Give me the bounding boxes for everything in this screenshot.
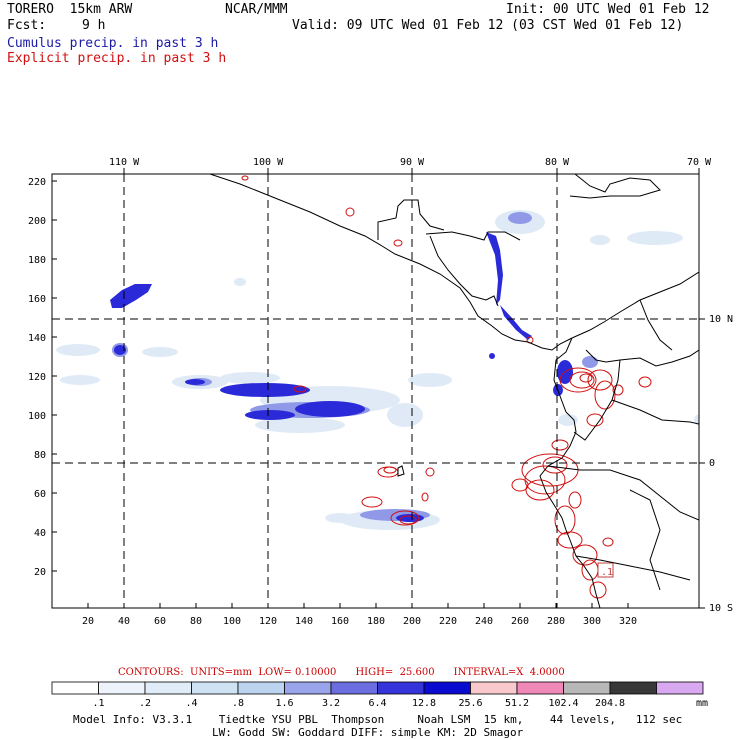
station-box-label: .1 — [601, 567, 613, 578]
x-tick-label: 240 — [475, 616, 493, 627]
y-tick-label: 40 — [34, 528, 46, 539]
x-tick-label: 200 — [403, 616, 421, 627]
y-tick-label: 160 — [28, 294, 46, 305]
x-tick-label: 280 — [547, 616, 565, 627]
x-tick-label: 300 — [583, 616, 601, 627]
y-tick-label: 20 — [34, 567, 46, 578]
lat-label-10n: 10 N — [709, 314, 733, 325]
forecast-label: Fcst: — [7, 18, 47, 33]
colorbar-label: .8 — [232, 698, 244, 709]
init-time: Init: 00 UTC Wed 01 Feb 12 — [506, 2, 710, 17]
colorbar-label: 51.2 — [505, 698, 529, 709]
colorbar-swatch — [237, 681, 285, 695]
colorbar-label: 102.4 — [548, 698, 578, 709]
x-tick-label: 260 — [511, 616, 529, 627]
cumulus-field-title: Cumulus precip. in past 3 h — [7, 36, 219, 51]
colorbar-swatch — [98, 681, 146, 695]
colorbar-swatch — [609, 681, 657, 695]
model-info-line1: Model Info: V3.3.1 Tiedtke YSU PBL Thomp… — [73, 713, 683, 726]
colorbar-swatch — [51, 681, 99, 695]
lon-label-100w: 100 W — [253, 157, 284, 168]
y-tick-label: 180 — [28, 255, 46, 266]
colorbar-label: 25.6 — [458, 698, 482, 709]
y-tick-label: 140 — [28, 333, 46, 344]
precip-shading — [56, 174, 699, 608]
forecast-hours: 9 h — [82, 18, 106, 33]
model-info-line2: LW: Godd SW: Goddard DIFF: simple KM: 2D… — [212, 726, 524, 739]
x-tick-label: 320 — [619, 616, 637, 627]
x-tick-label: 160 — [331, 616, 349, 627]
colorbar-swatch — [144, 681, 192, 695]
lat-label-10s: 10 S — [709, 603, 733, 614]
colorbar-label: 12.8 — [412, 698, 436, 709]
colorbar-label: 204.8 — [595, 698, 625, 709]
colorbar-swatch — [377, 681, 425, 695]
y-tick-label: 60 — [34, 489, 46, 500]
x-tick-label: 220 — [439, 616, 457, 627]
x-tick-label: 20 — [82, 616, 94, 627]
lon-label-110w: 110 W — [109, 157, 140, 168]
station-box — [597, 562, 614, 578]
x-tick-label: 100 — [223, 616, 241, 627]
lon-label-70w: 70 W — [687, 157, 712, 168]
colorbar-label: .1 — [92, 698, 104, 709]
x-tick-label: 60 — [154, 616, 166, 627]
colorbar-unit: mm — [696, 698, 708, 709]
x-tick-label: 140 — [295, 616, 313, 627]
colorbar: .1 .2 .4 .8 1.6 3.2 6.4 12.8 25.6 51.2 102.4 204.8 — [51, 681, 704, 709]
colorbar-swatch — [284, 681, 332, 695]
explicit-field-title: Explicit precip. in past 3 h — [7, 51, 227, 66]
y-tick-label: 200 — [28, 216, 46, 227]
lat-label-0: 0 — [709, 458, 715, 469]
y-tick-label: 220 — [28, 177, 46, 188]
lon-label-80w: 80 W — [545, 157, 570, 168]
x-tick-label: 80 — [190, 616, 202, 627]
y-tick-label: 80 — [34, 450, 46, 461]
contour-info: CONTOURS: UNITS=mm LOW= 0.10000 HIGH= 25… — [118, 667, 565, 678]
lon-label-90w: 90 W — [400, 157, 425, 168]
colorbar-label: .4 — [185, 698, 197, 709]
x-tick-label: 120 — [259, 616, 277, 627]
colorbar-swatch — [423, 681, 471, 695]
colorbar-swatch — [516, 681, 564, 695]
y-tick-label: 120 — [28, 372, 46, 383]
colorbar-swatch — [330, 681, 378, 695]
x-tick-label: 40 — [118, 616, 130, 627]
colorbar-label: 1.6 — [275, 698, 293, 709]
graticule — [52, 174, 699, 608]
y-tick-label: 100 — [28, 411, 46, 422]
colorbar-swatch — [656, 681, 704, 695]
colorbar-swatch — [470, 681, 518, 695]
x-tick-label: 180 — [367, 616, 385, 627]
colorbar-label: .2 — [139, 698, 151, 709]
colorbar-swatch — [563, 681, 611, 695]
colorbar-label: 6.4 — [368, 698, 386, 709]
center-label: NCAR/MMM — [225, 2, 288, 17]
colorbar-label: 3.2 — [322, 698, 340, 709]
model-title: TORERO 15km ARW — [7, 2, 133, 17]
colorbar-swatch — [191, 681, 239, 695]
valid-time: Valid: 09 UTC Wed 01 Feb 12 (03 CST Wed … — [292, 18, 684, 33]
